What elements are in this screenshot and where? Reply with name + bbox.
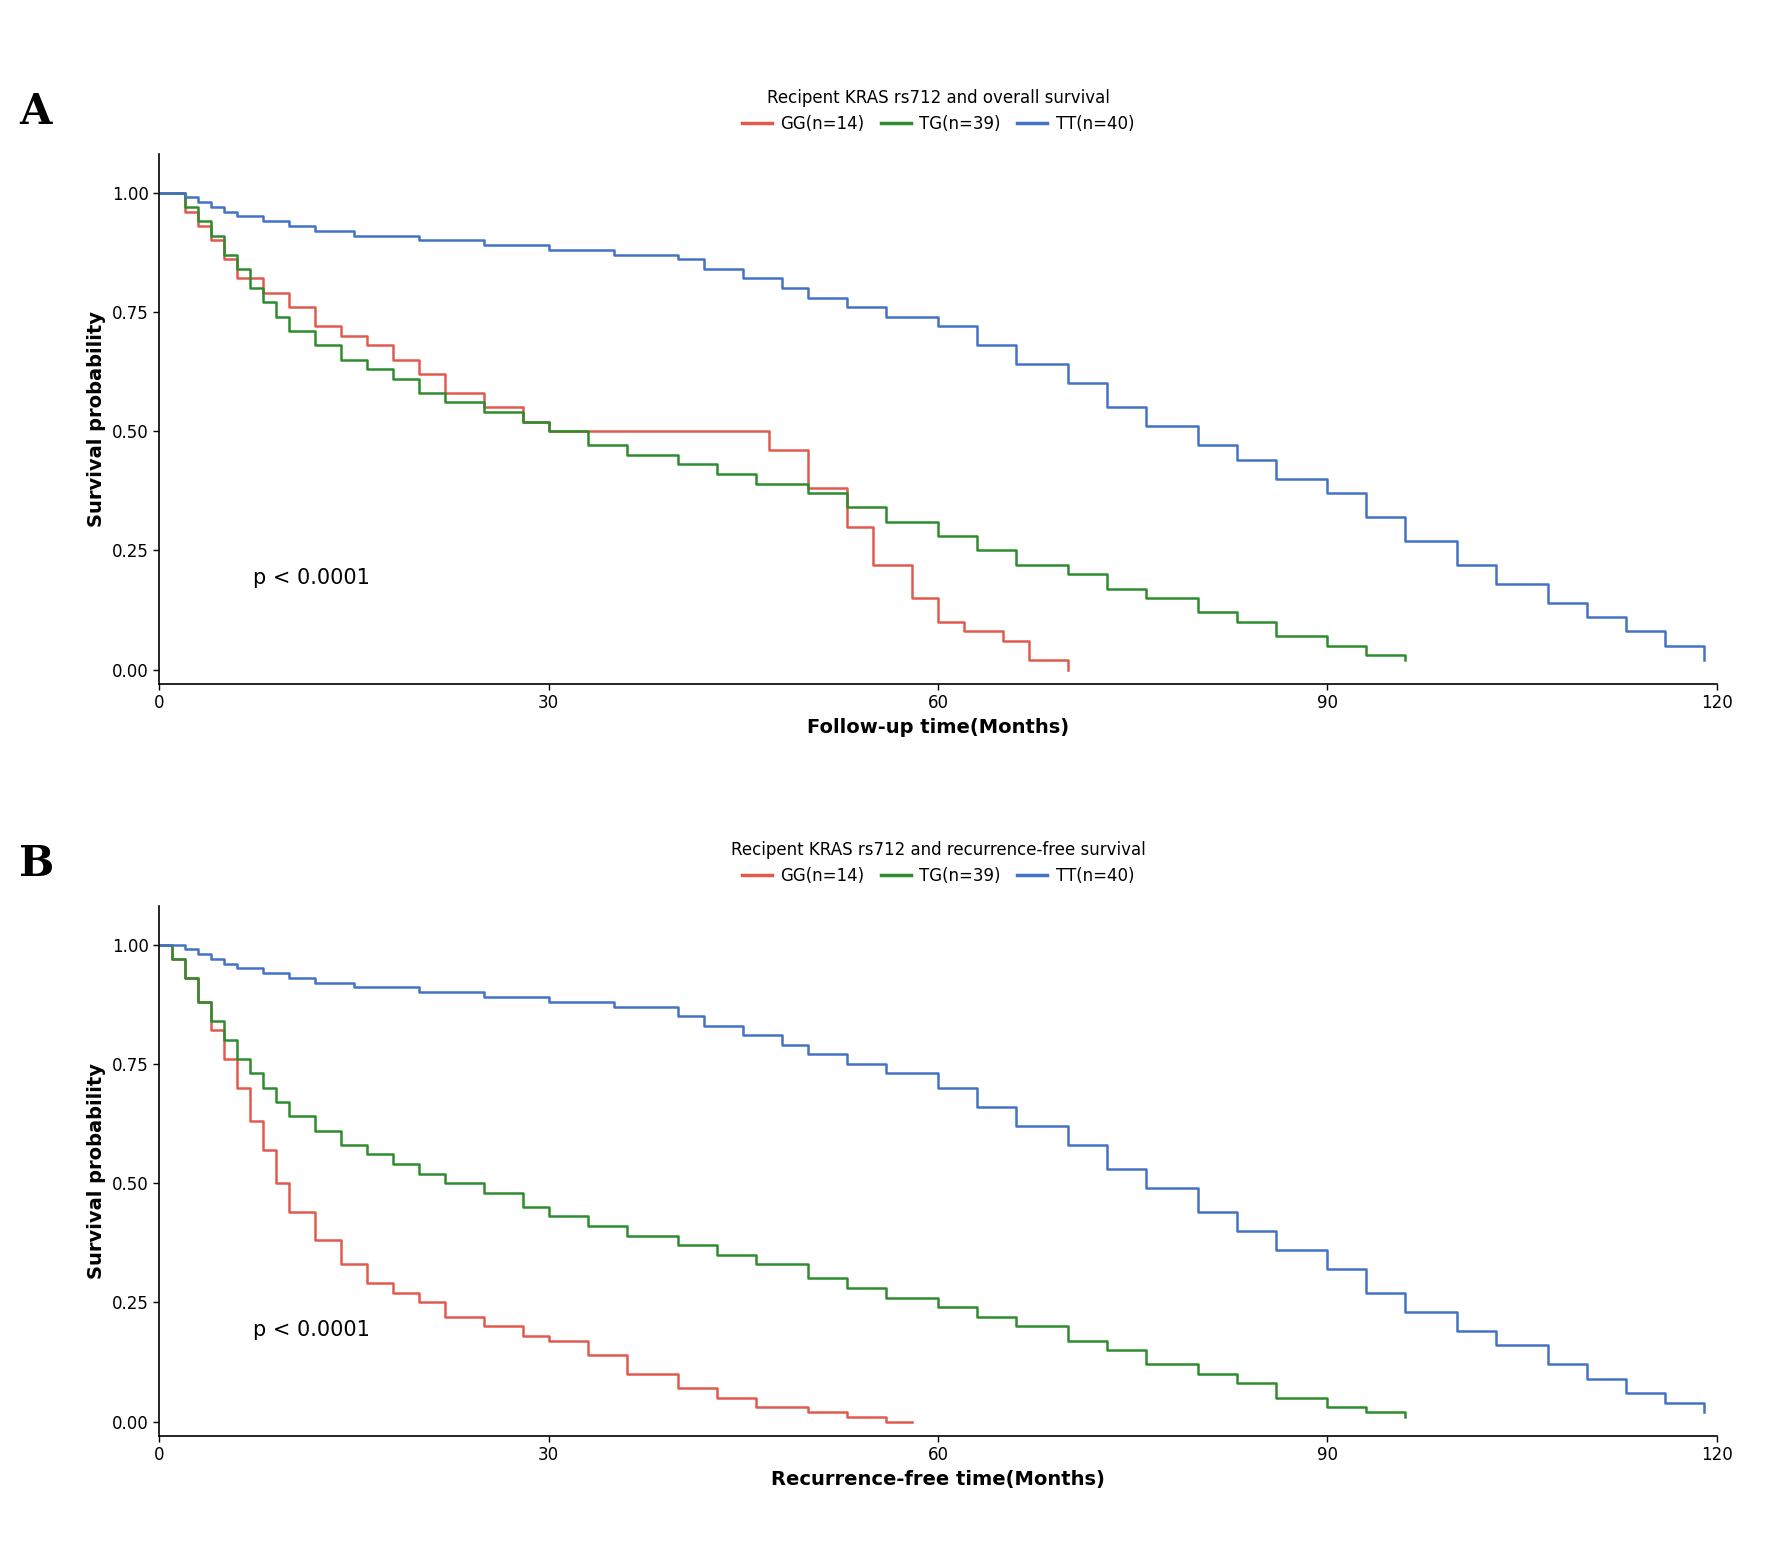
Text: p < 0.0001: p < 0.0001 (253, 1320, 370, 1340)
Y-axis label: Survival probability: Survival probability (87, 312, 106, 527)
X-axis label: Recurrence-free time(Months): Recurrence-free time(Months) (772, 1470, 1104, 1488)
Text: p < 0.0001: p < 0.0001 (253, 568, 370, 588)
X-axis label: Follow-up time(Months): Follow-up time(Months) (807, 718, 1069, 736)
Legend: GG(n=14), TG(n=39), TT(n=40): GG(n=14), TG(n=39), TT(n=40) (731, 840, 1145, 885)
Y-axis label: Survival probability: Survival probability (87, 1064, 106, 1278)
Text: B: B (19, 843, 55, 885)
Legend: GG(n=14), TG(n=39), TT(n=40): GG(n=14), TG(n=39), TT(n=40) (742, 88, 1135, 133)
Text: A: A (19, 91, 51, 133)
